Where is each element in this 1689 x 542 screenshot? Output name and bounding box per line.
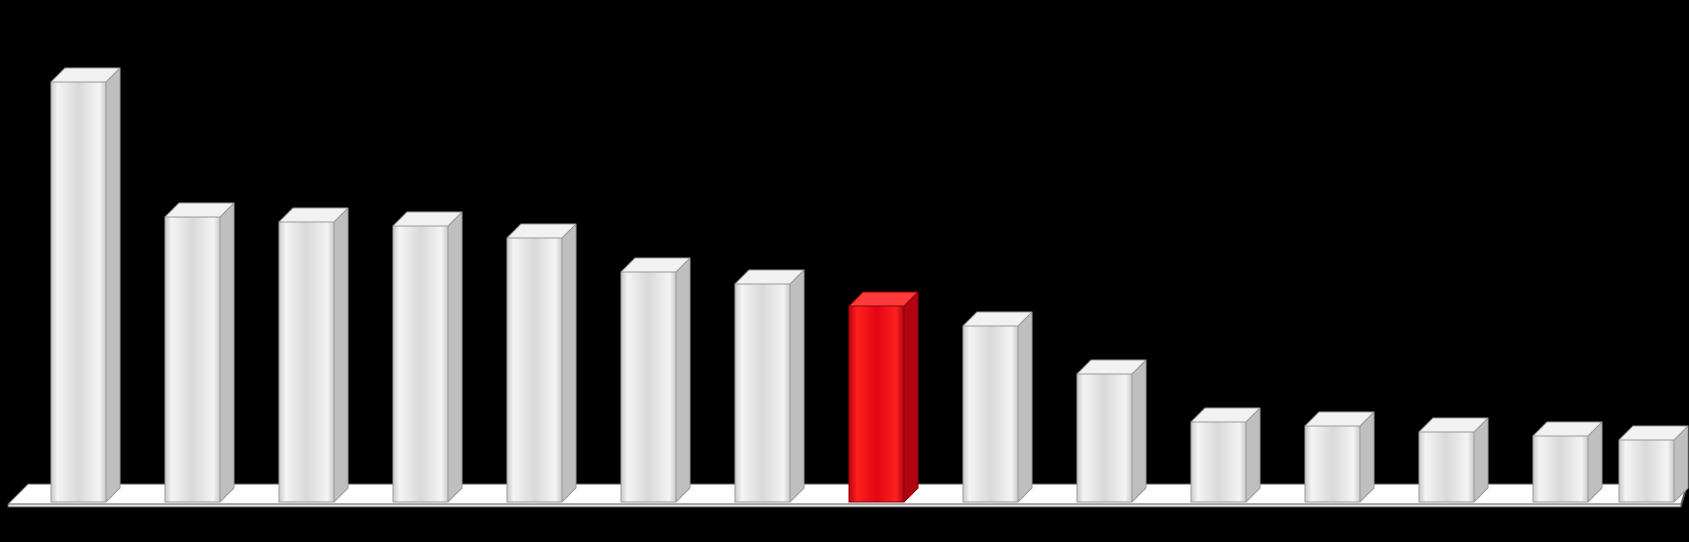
bar-chart-3d [0,0,1689,542]
bar [1419,418,1488,502]
bar [621,258,690,502]
bar [735,270,804,502]
bar [963,312,1032,502]
bar [1305,412,1374,502]
chart-container [0,0,1689,542]
bar [279,208,348,502]
bar [165,203,234,502]
bar [393,212,462,502]
bar [1077,360,1146,502]
bar [507,224,576,502]
bar [1191,408,1260,502]
bar [849,292,918,502]
bar [1619,426,1688,502]
bar [51,68,120,502]
bar [1533,422,1602,502]
